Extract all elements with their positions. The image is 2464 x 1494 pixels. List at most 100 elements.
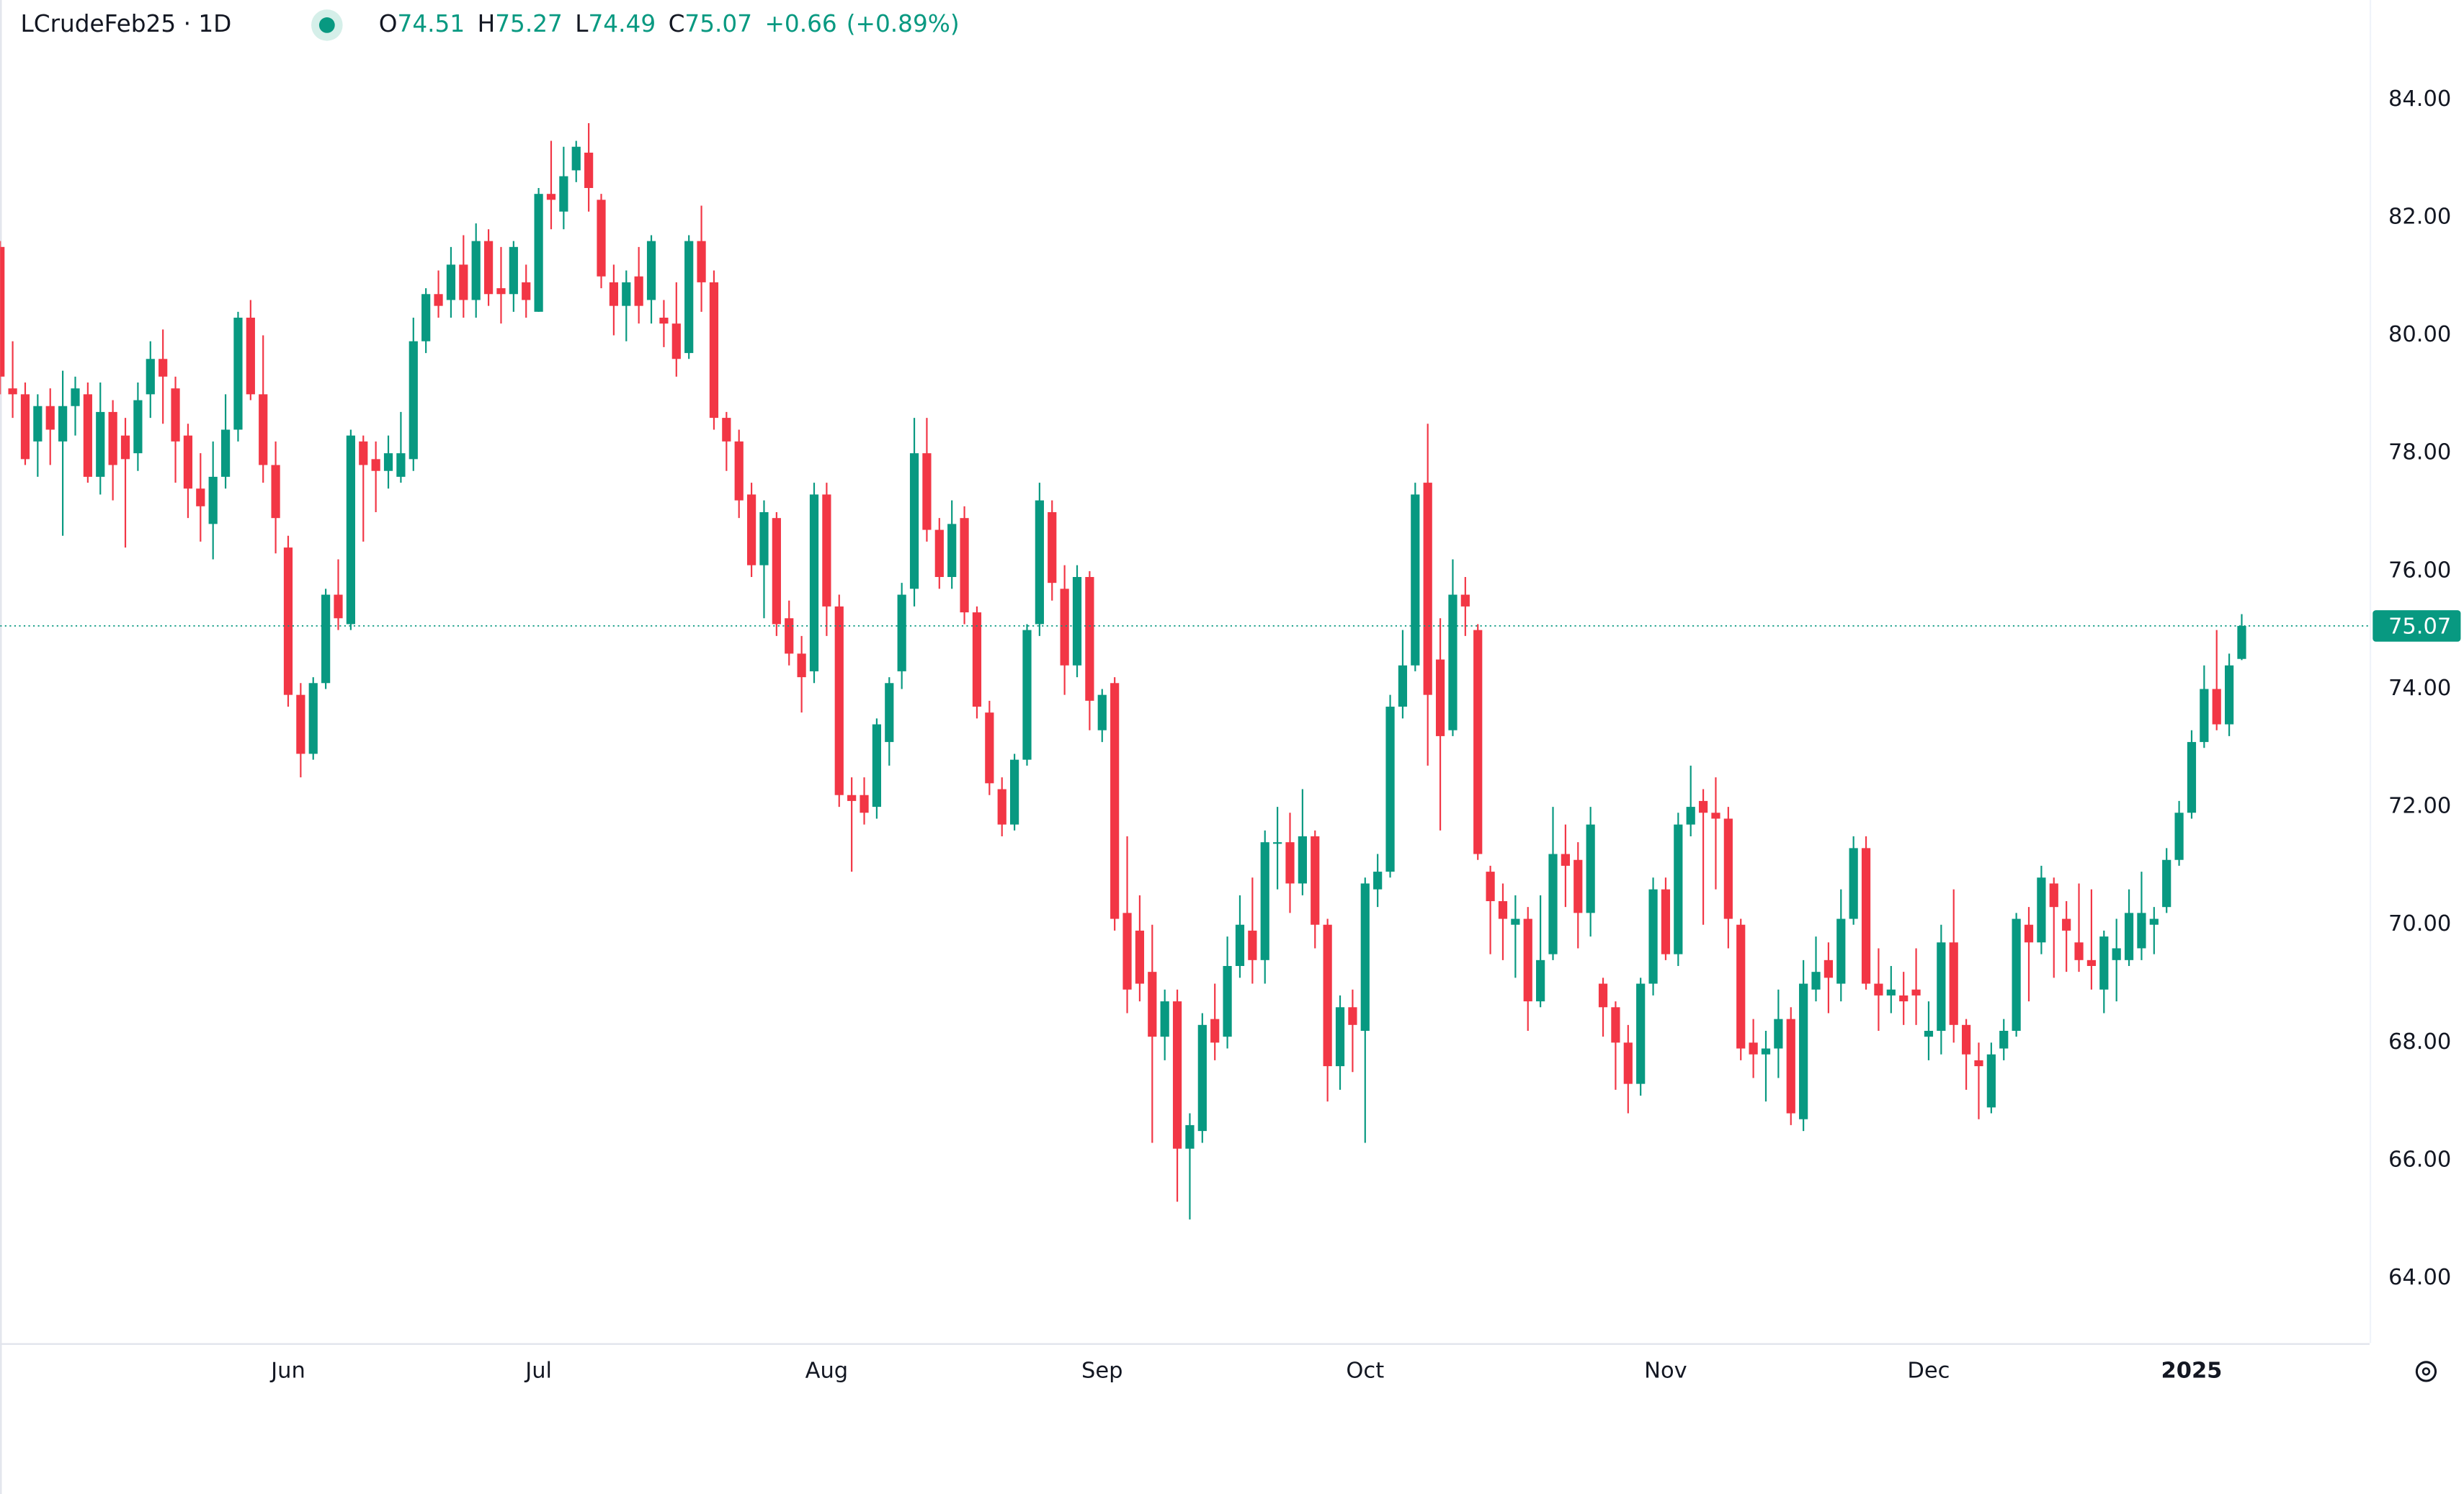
candle-body	[459, 264, 468, 300]
candle-body	[2049, 883, 2058, 908]
candle-body	[1285, 842, 1295, 884]
y-tick-label: 70.00	[2388, 911, 2451, 936]
ohlc-label: O	[379, 10, 398, 37]
candle-body	[2124, 913, 2134, 960]
y-tick-label: 76.00	[2388, 558, 2451, 583]
candle-body	[2224, 665, 2234, 725]
candle-body	[634, 276, 643, 306]
candle-body	[822, 494, 831, 607]
settings-button[interactable]	[2415, 1361, 2437, 1382]
candle-body	[2212, 689, 2221, 725]
candle-body	[1986, 1054, 1996, 1108]
x-tick-label: Sep	[1081, 1358, 1123, 1383]
candle-body	[809, 494, 819, 671]
candle-body	[1874, 983, 1883, 996]
candle-body	[283, 547, 293, 695]
candle-body	[208, 476, 218, 524]
candle-body	[1323, 924, 1332, 1067]
ohlc-values: O74.51 H75.27 L74.49 C75.07 +0.66 (+0.89%)	[379, 10, 960, 37]
candle-body	[1736, 924, 1746, 1049]
candle-body	[1586, 824, 1595, 913]
candle-body	[1999, 1031, 2009, 1049]
candle-body	[1185, 1124, 1195, 1149]
candle-body	[2099, 936, 2109, 990]
candle-body	[45, 406, 55, 430]
y-axis: 64.00 66.00 68.00 70.00 72.00 74.00 76.00 78.00…	[2373, 86, 2461, 1290]
candle-body	[1723, 818, 1733, 919]
y-tick-label: 68.00	[2388, 1029, 2451, 1055]
candle-body	[321, 594, 331, 684]
candle-body	[471, 241, 481, 300]
candle-body	[1548, 854, 1558, 954]
candle-body	[1035, 500, 1044, 625]
candle-body	[1961, 1024, 1971, 1055]
candle-body	[609, 282, 619, 306]
candle-body	[1009, 759, 1019, 825]
candle-body	[1661, 889, 1671, 954]
candle-body	[1273, 842, 1282, 844]
x-axis: MayJunJulAugSepOctNovDec2025	[269, 1358, 2222, 1383]
candle-body	[71, 388, 80, 406]
candle-body	[1686, 807, 1695, 825]
settings-icon[interactable]	[2415, 1361, 2437, 1382]
candle-body	[1711, 813, 1720, 819]
candle-body	[259, 394, 268, 465]
candle-body	[1135, 930, 1145, 984]
candle-body	[1774, 1019, 1783, 1049]
candle-body	[659, 318, 669, 324]
candle-body	[646, 241, 656, 300]
candle-body	[1435, 659, 1445, 736]
candle-body	[746, 494, 756, 565]
candle-body	[2074, 942, 2084, 960]
candle-body	[1085, 577, 1094, 701]
candle-body	[534, 194, 543, 312]
candle-body	[622, 282, 631, 306]
candle-body	[1398, 665, 1408, 707]
candle-body	[584, 152, 594, 189]
candle-body	[1623, 1042, 1633, 1084]
candle-body	[1148, 972, 1157, 1037]
candle-body	[1072, 577, 1082, 666]
candle-body	[1674, 824, 1683, 954]
candle-body	[1210, 1019, 1220, 1043]
candle-body	[671, 323, 681, 359]
candle-body	[922, 453, 932, 530]
candle-body	[571, 146, 581, 171]
x-tick-label: Aug	[805, 1358, 849, 1383]
x-tick-label: Oct	[1346, 1358, 1384, 1383]
candle-body	[1937, 942, 1946, 1032]
candle-body	[1811, 972, 1821, 990]
y-tick-label: 78.00	[2388, 440, 2451, 465]
candle-body	[1385, 707, 1395, 872]
candle-body	[133, 400, 143, 454]
candle-body	[985, 712, 994, 784]
candle-body	[885, 683, 894, 743]
candle-body	[709, 282, 719, 419]
candle-body	[2012, 918, 2021, 1032]
candle-body	[797, 653, 806, 678]
candle-body	[421, 294, 431, 341]
candle-body	[2112, 948, 2121, 960]
candle-body	[83, 394, 92, 477]
candle-body	[1172, 1001, 1182, 1149]
y-tick-label: 64.00	[2388, 1265, 2451, 1290]
candle-body	[1473, 630, 1483, 854]
candle-body	[872, 724, 882, 808]
settings-icon-center[interactable]	[2421, 1367, 2431, 1376]
x-tick-label: Nov	[1644, 1358, 1687, 1383]
candle-body	[2137, 913, 2146, 949]
candle-body	[1511, 918, 1520, 925]
candle-body	[1373, 872, 1383, 890]
candle-body	[1523, 918, 1532, 1002]
candle-body	[1110, 683, 1120, 919]
candle-body	[1836, 918, 1846, 984]
candle-body	[1611, 1007, 1620, 1043]
candle-body	[383, 453, 393, 471]
candle-body	[1536, 960, 1545, 1002]
candle-body	[1824, 960, 1834, 978]
y-tick-label: 74.00	[2388, 676, 2451, 701]
candle-body	[1498, 901, 1508, 919]
change-value: +0.66	[765, 10, 837, 37]
